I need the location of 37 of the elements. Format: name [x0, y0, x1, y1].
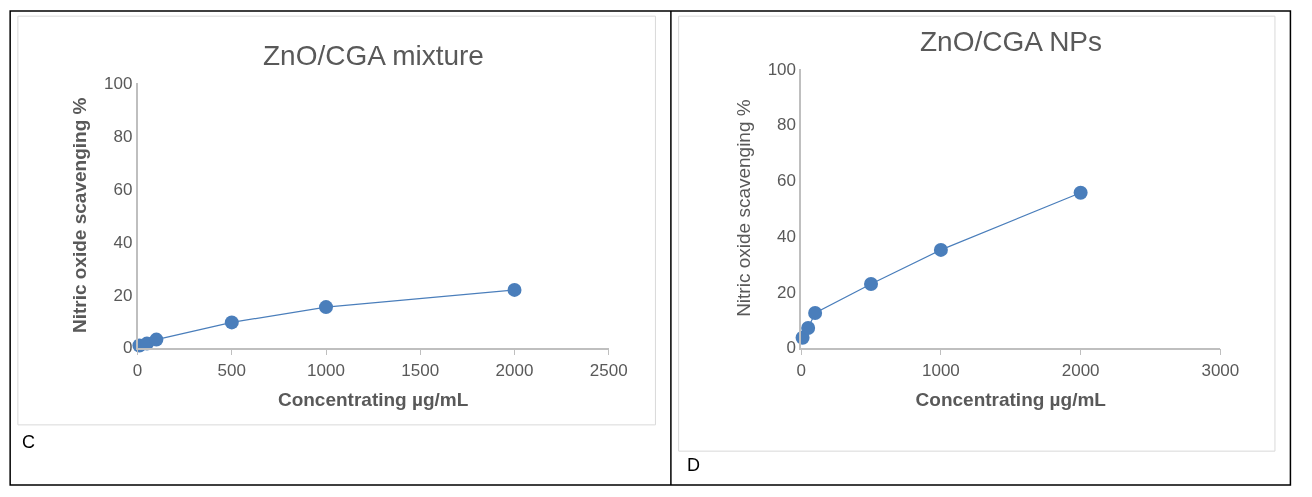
x-tick-label: 2500	[589, 360, 628, 380]
point	[1073, 185, 1088, 200]
y-tick-label: 60	[113, 179, 133, 199]
x-axis-title: Concentrating µg/mL	[277, 388, 469, 410]
chart-title: ZnO/CGA mixture	[263, 40, 484, 71]
point	[507, 282, 522, 297]
y-tick-label: 20	[113, 285, 133, 305]
y-tick-label: 100	[767, 59, 797, 79]
x-tick-label: 1000	[921, 360, 960, 380]
y-tick-label: 40	[777, 226, 797, 246]
y-tick-label: 100	[104, 74, 133, 94]
point	[801, 321, 816, 336]
x-tick-label: 1000	[307, 360, 345, 380]
y-tick-label: 80	[113, 126, 133, 146]
y-tick-label: 40	[113, 232, 133, 252]
y-tick-label: 80	[777, 115, 797, 135]
point	[808, 305, 823, 320]
chart-title: ZnO/CGA NPs	[920, 26, 1103, 57]
y-tick-label: 0	[122, 338, 133, 358]
x-tick-label: 1500	[401, 360, 440, 380]
y-axis-title: Nitric oxide scavenging %	[69, 97, 91, 334]
y-axis-title: Nitric oxide scavenging %	[732, 99, 754, 317]
x-tick-label: 2000	[1061, 360, 1100, 380]
y-tick-label: 20	[777, 282, 797, 302]
x-tick-label: 2000	[495, 360, 534, 380]
point	[319, 300, 334, 315]
y-tick-label: 60	[777, 171, 797, 191]
text: C	[22, 432, 35, 452]
point	[933, 242, 948, 257]
point	[149, 332, 164, 347]
point	[224, 315, 239, 330]
text: D	[687, 455, 700, 475]
x-axis-title: Concentrating µg/mL	[915, 388, 1107, 410]
y-tick-label: 0	[786, 338, 797, 358]
x-tick-label: 500	[217, 360, 246, 380]
x-tick-label: 3000	[1201, 360, 1240, 380]
point	[864, 276, 879, 291]
